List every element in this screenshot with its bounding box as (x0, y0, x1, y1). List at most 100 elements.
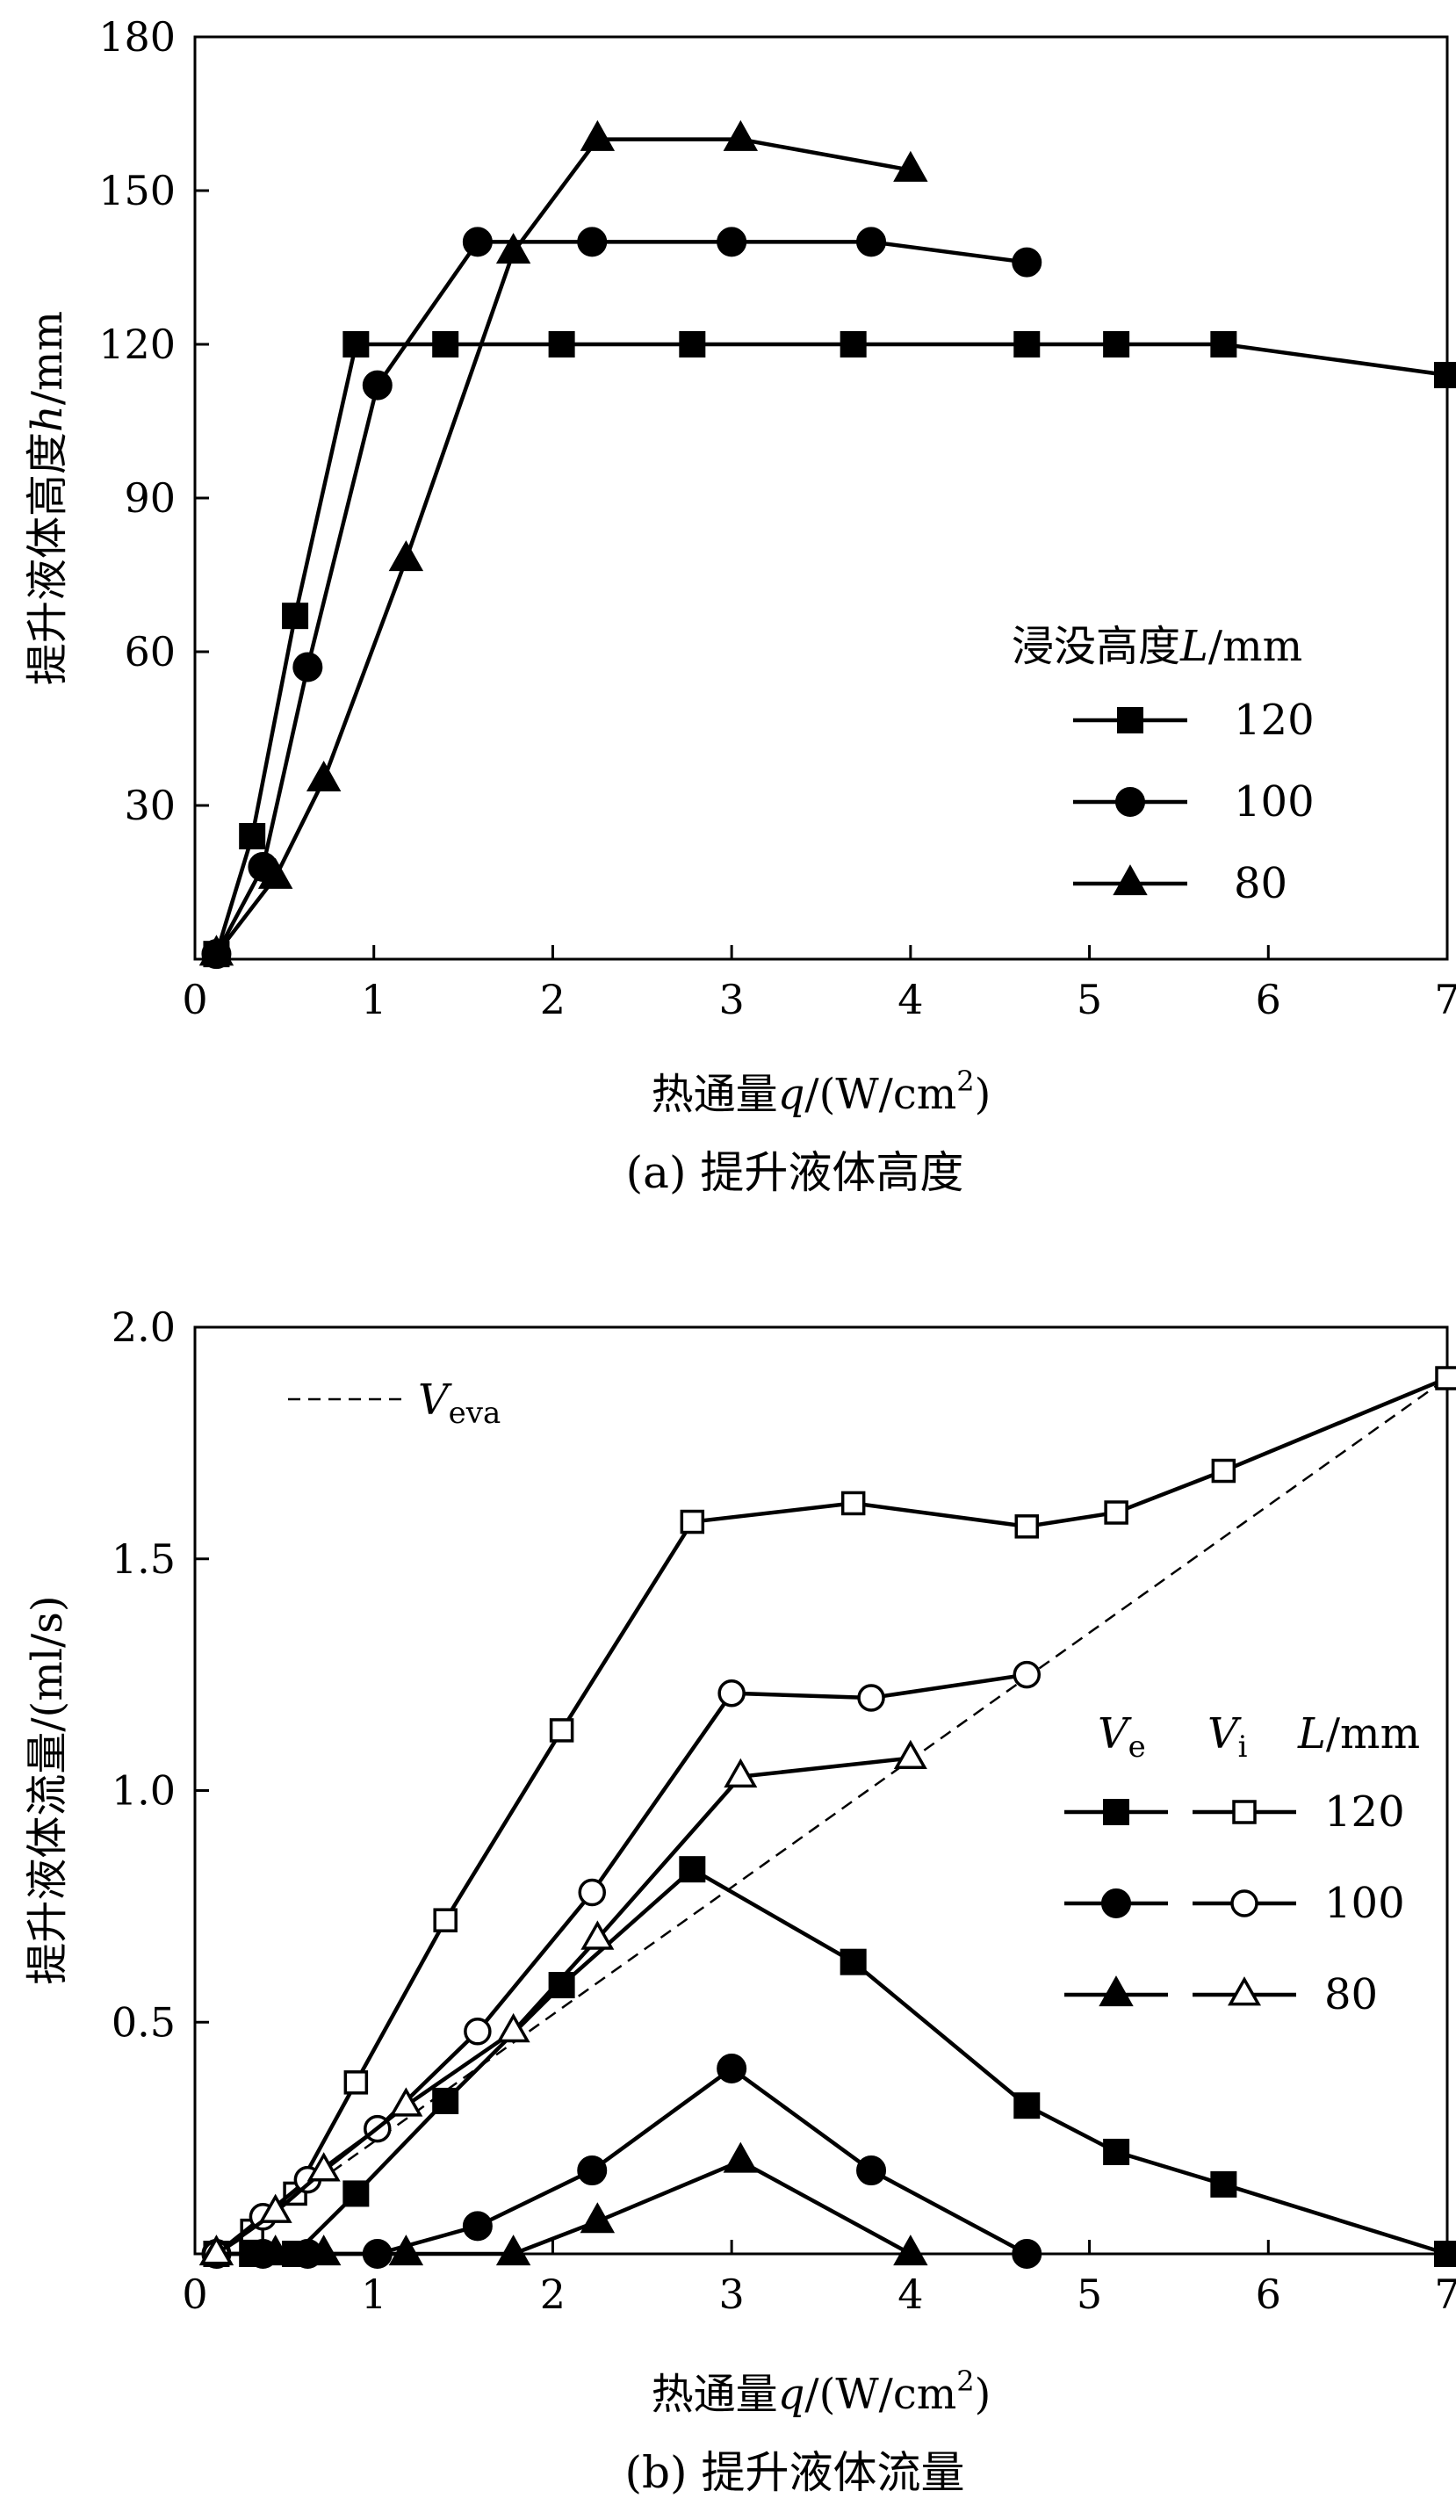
a-point-120 (840, 331, 867, 357)
b-point-ve-80 (723, 2141, 759, 2173)
b-point-vi-80 (724, 1758, 758, 1788)
chart-a-x-ticks: 0 1 2 3 4 5 6 7 (182, 945, 1456, 1023)
a-point-120 (432, 331, 459, 357)
a-legend-label-100: 100 (1234, 777, 1315, 827)
a-point-120 (548, 331, 575, 357)
chart-b-series (198, 1366, 1456, 2269)
b-point-ve-120 (342, 2180, 370, 2207)
b-point-ve-120 (1103, 2138, 1130, 2165)
a-x-tick-label: 7 (1434, 976, 1456, 1023)
b-x-tick-label: 0 (182, 2271, 207, 2318)
chart-b-veva-legend-label: Veva (418, 1376, 501, 1431)
a-point-80 (198, 935, 234, 966)
b-point-ve-80 (580, 2202, 616, 2234)
chart-a-x-axis-label: 热通量q/(W/cm2) (652, 1065, 991, 1119)
b-point-ve-120 (1210, 2170, 1237, 2198)
b-point-vi-120 (1211, 1458, 1236, 1484)
b-legend-vi-marker-100 (1230, 1889, 1258, 1917)
b-point-ve-120 (840, 1948, 867, 1975)
chart-b-legend-ve-header: Ve (1098, 1709, 1146, 1765)
b-legend-vi-marker-120 (1232, 1800, 1257, 1824)
b-series-ve-80 (198, 2141, 928, 2266)
a-series-100 (201, 227, 1042, 970)
a-point-80 (306, 760, 342, 791)
b-point-ve-80 (257, 2235, 293, 2266)
b-point-vi-120 (840, 1491, 866, 1516)
chart-b-x-ticks: 0 1 2 3 4 5 6 7 (182, 2240, 1456, 2318)
b-series-line-ve-120 (216, 1867, 1448, 2256)
a-point-100 (362, 370, 393, 401)
a-x-tick-label: 4 (897, 976, 923, 1023)
a-legend-label-120: 120 (1234, 696, 1315, 745)
a-legend-marker-80 (1113, 864, 1148, 896)
a-point-80 (580, 119, 616, 151)
a-point-120 (342, 331, 370, 357)
a-x-tick-label: 0 (182, 976, 207, 1023)
b-series-line-vi-80 (215, 1756, 912, 2256)
a-point-100 (717, 227, 747, 257)
chart-a-series (198, 119, 1456, 970)
a-y-tick-label: 120 (98, 321, 176, 368)
b-point-ve-80 (306, 2235, 342, 2266)
b-point-ve-120 (679, 1856, 706, 1883)
a-point-100 (462, 227, 493, 257)
b-veva-line (215, 1377, 1448, 2256)
b-x-tick-label: 1 (361, 2271, 386, 2318)
a-point-120 (1210, 331, 1237, 357)
b-point-ve-80 (388, 2235, 424, 2266)
b-point-ve-120 (432, 2087, 459, 2114)
a-series-80 (198, 119, 928, 966)
a-point-120 (239, 823, 266, 849)
chart-b-legend: Ve Vi L/mm 120 100 80 (1064, 1709, 1420, 2019)
b-point-vi-100 (464, 2018, 492, 2046)
a-x-tick-label: 1 (361, 976, 386, 1023)
b-legend-vi-marker-80 (1227, 1976, 1262, 2006)
b-x-tick-label: 6 (1256, 2271, 1281, 2318)
a-legend-marker-120 (1117, 707, 1143, 733)
a-x-tick-label: 3 (719, 976, 745, 1023)
a-point-100 (292, 652, 323, 682)
b-point-vi-120 (680, 1509, 705, 1534)
a-point-120 (1434, 362, 1456, 388)
chart-a: 0 1 2 3 4 5 6 7 30 60 90 120 150 180 提升液体高度h/mm 热通量q… (23, 13, 1456, 1198)
b-point-vi-120 (1014, 1514, 1040, 1539)
b-x-tick-label: 7 (1434, 2271, 1456, 2318)
a-point-120 (1013, 331, 1041, 357)
a-x-tick-label: 5 (1077, 976, 1102, 1023)
a-series-line-80 (214, 137, 912, 956)
b-y-tick-label: 0.5 (112, 1998, 176, 2046)
a-y-tick-label: 180 (98, 13, 176, 61)
a-y-tick-label: 30 (124, 782, 176, 829)
a-series-line-100 (214, 240, 1027, 956)
b-point-vi-80 (306, 2152, 341, 2182)
chart-b-y-axis-label: 提升液体流量/(ml/s) (23, 1595, 72, 1984)
b-point-ve-80 (893, 2235, 928, 2266)
a-point-120 (679, 331, 706, 357)
b-x-tick-label: 4 (897, 2271, 923, 2318)
b-legend-ve-marker-80 (1099, 1975, 1134, 2007)
b-series-ve-120 (203, 1856, 1456, 2267)
a-point-100 (577, 227, 608, 257)
b-point-ve-100 (462, 2211, 493, 2242)
b-point-vi-80 (893, 1739, 927, 1769)
b-legend-ve-marker-120 (1103, 1799, 1129, 1825)
b-series-vi-80 (199, 1739, 927, 2265)
b-y-tick-label: 1.5 (112, 1535, 176, 1583)
b-point-ve-100 (717, 2054, 747, 2083)
chart-b-plot-frame (193, 1325, 1449, 2256)
b-point-ve-100 (856, 2155, 887, 2186)
a-y-tick-label: 60 (124, 628, 176, 675)
chart-b-legend-l-header: L/mm (1297, 1709, 1420, 1758)
chart-b-caption: (b) 提升液体流量 (625, 2447, 965, 2498)
a-point-120 (282, 603, 309, 630)
chart-b-legend-vi-header: Vi (1207, 1709, 1248, 1765)
b-point-ve-120 (1434, 2241, 1456, 2267)
b-point-vi-80 (199, 2235, 234, 2265)
chart-a-legend: 浸没高度L/mm 120 100 80 (1012, 622, 1315, 908)
chart-b-legend-entries: 120 100 80 (1064, 1787, 1405, 2019)
b-point-vi-120 (433, 1908, 458, 1932)
b-point-vi-100 (717, 1679, 746, 1708)
b-point-vi-120 (1104, 1500, 1128, 1525)
a-x-tick-label: 6 (1256, 976, 1281, 1023)
